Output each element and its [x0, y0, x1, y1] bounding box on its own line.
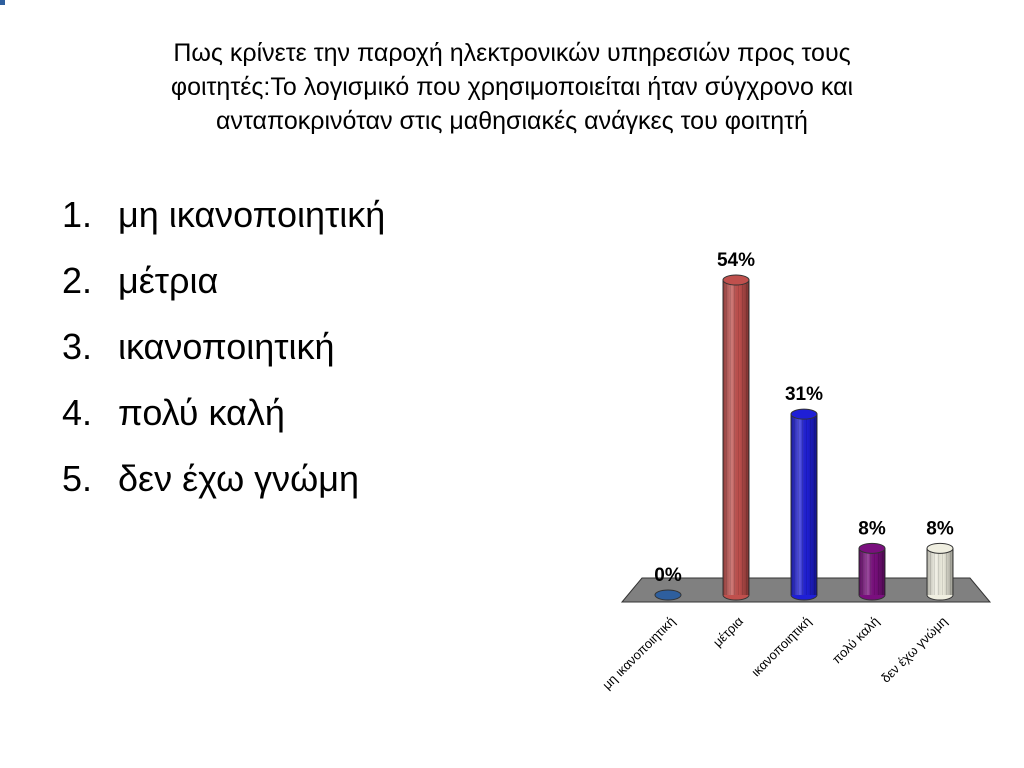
tick-label: μη ικανοποιητική	[599, 614, 678, 693]
bar-chart: 0% μη ικανοποιητική 54% μέτρια 31% ικανοποιητ…	[599, 250, 992, 692]
option-item: 4. πολύ καλή	[62, 384, 385, 450]
bar-1	[654, 589, 682, 601]
option-label: δεν έχω γνώμη	[118, 458, 360, 499]
option-label: μη ικανοποιητική	[118, 194, 386, 235]
bar-top	[790, 408, 818, 420]
bar-top	[722, 274, 750, 286]
options-list: 1. μη ικανοποιητική 2. μέτρια 3. ικανοποιητ…	[62, 186, 385, 516]
data-label: 31%	[785, 384, 823, 405]
option-number: 4.	[62, 392, 93, 433]
option-number: 2.	[62, 260, 93, 301]
corner-marker	[0, 0, 5, 5]
option-number: 1.	[62, 194, 93, 235]
bar-3	[790, 408, 818, 601]
bar-4	[858, 542, 886, 601]
option-label: μέτρια	[118, 260, 219, 301]
chart-marks: 0% μη ικανοποιητική 54% μέτρια 31% ικανοποιητ…	[599, 250, 954, 692]
tick-label: μέτρια	[710, 613, 747, 650]
bar-top	[858, 542, 886, 554]
data-label: 0%	[654, 565, 682, 586]
tick-label: δεν έχω γνώμη	[878, 614, 950, 686]
data-label: 8%	[926, 518, 954, 539]
slide-title: Πως κρίνετε την παροχή ηλεκτρονικών υπηρ…	[60, 36, 964, 138]
data-label: 54%	[717, 250, 755, 271]
option-item: 5. δεν έχω γνώμη	[62, 450, 385, 516]
data-label: 8%	[858, 518, 886, 539]
option-label: πολύ καλή	[118, 392, 285, 433]
tick-label: πολύ καλή	[829, 614, 882, 667]
tick-label: ικανοποιητική	[748, 614, 814, 680]
title-line-1: Πως κρίνετε την παροχή ηλεκτρονικών υπηρ…	[173, 39, 851, 67]
bar-2	[722, 274, 750, 601]
title-line-3: ανταποκρινόταν στις μαθησιακές ανάγκες τ…	[216, 107, 808, 135]
option-number: 5.	[62, 458, 93, 499]
bar-5	[926, 542, 954, 601]
title-line-2: φοιτητές:Το λογισμικό που χρησιμοποιείτα…	[170, 73, 854, 101]
bar-top	[926, 542, 954, 554]
option-label: ικανοποιητική	[118, 326, 335, 367]
bar-top	[654, 589, 682, 601]
option-item: 2. μέτρια	[62, 252, 385, 318]
option-item: 1. μη ικανοποιητική	[62, 186, 385, 252]
option-number: 3.	[62, 326, 93, 367]
option-item: 3. ικανοποιητική	[62, 318, 385, 384]
